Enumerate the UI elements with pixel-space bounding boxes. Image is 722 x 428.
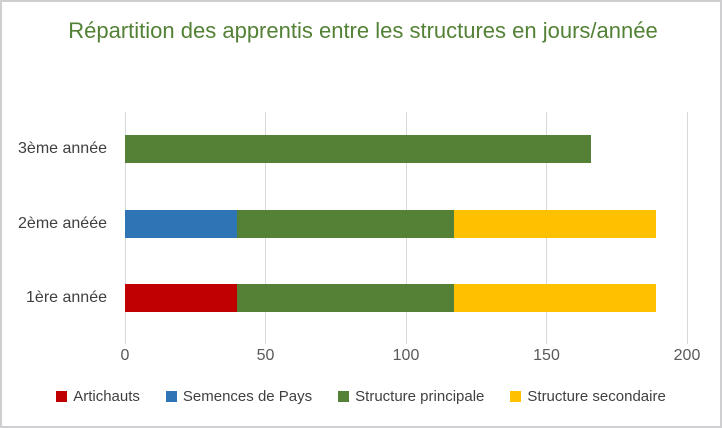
legend-label: Structure secondaire xyxy=(527,388,666,405)
legend-label: Structure principale xyxy=(355,388,485,405)
legend-label: Semences de Pays xyxy=(182,388,313,405)
x-axis-tick-label: 200 xyxy=(673,347,701,364)
bar-segment xyxy=(125,135,592,164)
legend-item: Artichauts xyxy=(56,388,140,405)
bar-segment xyxy=(237,209,454,238)
legend-swatch-icon xyxy=(165,391,177,402)
legend-swatch-icon xyxy=(338,391,350,402)
bar-segment xyxy=(453,209,657,238)
x-axis-tick-label: 0 xyxy=(120,347,130,364)
plot-area xyxy=(124,112,688,344)
x-axis-tick-label: 50 xyxy=(256,347,275,364)
bar-segment xyxy=(125,209,238,238)
legend: Artichauts Semences de Pays Structure prin… xyxy=(2,388,720,405)
legend-swatch-icon xyxy=(510,391,522,402)
x-axis-tick-label: 100 xyxy=(392,347,420,364)
legend-label: Artichauts xyxy=(73,388,140,405)
bar-segment xyxy=(125,284,238,313)
bar-segment xyxy=(453,284,657,313)
bar-row-3 xyxy=(125,284,657,313)
legend-item: Structure secondaire xyxy=(510,388,666,405)
legend-item: Semences de Pays xyxy=(165,388,313,405)
chart-title: Répartition des apprentis entre les stru… xyxy=(68,18,658,43)
bar-segment xyxy=(237,284,454,313)
gridline-x-200 xyxy=(686,112,688,344)
y-axis-category-label: 3ème année xyxy=(18,140,107,158)
legend-swatch-icon xyxy=(56,391,68,402)
bar-row-2 xyxy=(125,209,657,238)
legend-item: Structure principale xyxy=(338,388,484,405)
y-axis-category-label: 1ère année xyxy=(26,289,107,307)
x-axis-tick-label: 150 xyxy=(533,347,560,364)
bar-row-1 xyxy=(125,135,592,164)
y-axis-category-label: 2ème anéée xyxy=(18,214,107,232)
